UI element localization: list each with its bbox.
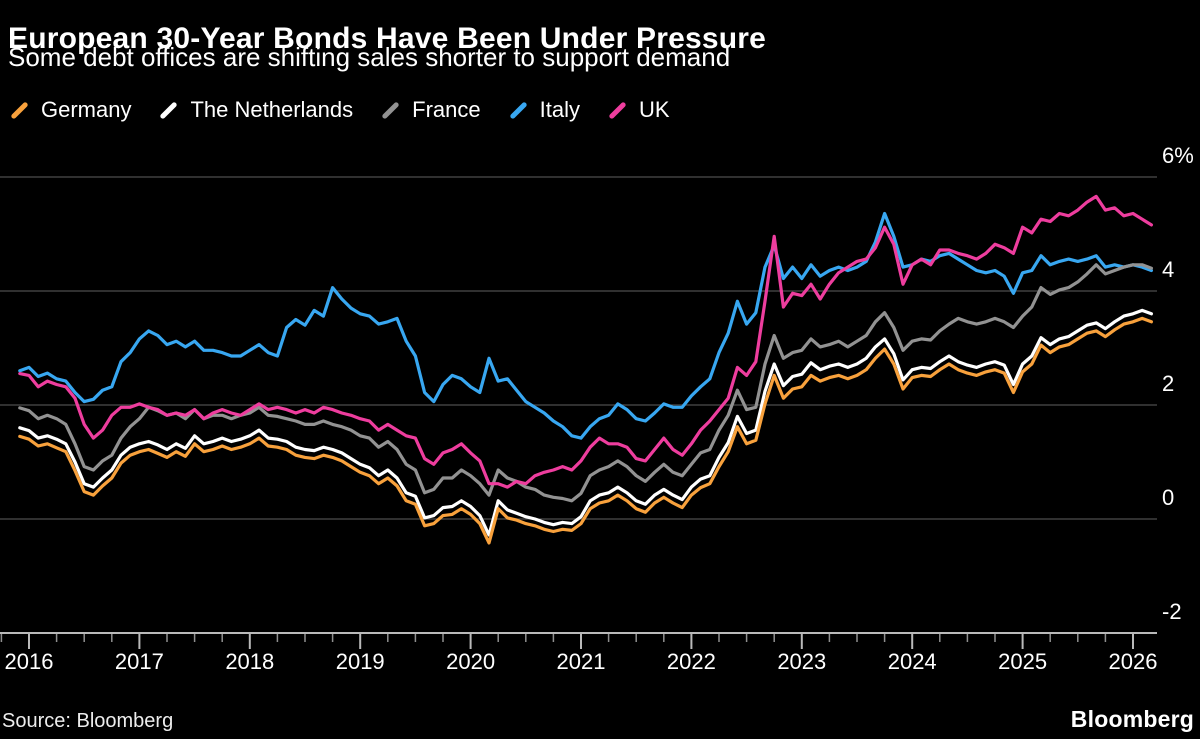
x-tick-label-2017: 2017 [115, 649, 164, 674]
chart-title: European 30-Year Bonds Have Been Under P… [8, 22, 767, 56]
x-tick-label-2018: 2018 [225, 649, 274, 674]
x-tick-label-2022: 2022 [667, 649, 716, 674]
x-tick-label-2023: 2023 [777, 649, 826, 674]
x-tick-label-2016: 2016 [5, 649, 54, 674]
legend-label-germany: Germany [41, 97, 132, 122]
legend-label-uk: UK [638, 97, 670, 122]
y-tick-label-4: 4 [1162, 257, 1174, 282]
source-label: Source: Bloomberg [2, 710, 174, 732]
x-tick-label-2024: 2024 [888, 649, 937, 674]
y-tick-label--2: -2 [1162, 599, 1182, 624]
y-tick-label-6: 6% [1162, 143, 1194, 168]
x-tick-label-2019: 2019 [336, 649, 385, 674]
x-tick-label-2021: 2021 [557, 649, 606, 674]
y-tick-label-2: 2 [1162, 371, 1174, 396]
chart-legend: Germany The Netherlands France Italy UK [9, 97, 670, 123]
legend-label-france: France [412, 97, 481, 122]
x-tick-label-2026: 2026 [1109, 649, 1158, 674]
legend-item-uk: UK [607, 97, 670, 123]
series-line-germany [18, 316, 1154, 545]
y-tick-label-0: 0 [1162, 485, 1174, 510]
legend-label-italy: Italy [539, 97, 580, 122]
series-line-italy [18, 211, 1154, 440]
bloomberg-logo: Bloomberg [1070, 706, 1194, 732]
legend-item-germany: Germany [9, 97, 131, 123]
x-tick-label-2025: 2025 [998, 649, 1047, 674]
legend-item-italy: Italy [508, 97, 580, 123]
legend-item-the-netherlands: The Netherlands [158, 97, 353, 123]
legend-label-the-netherlands: The Netherlands [190, 97, 354, 122]
x-tick-label-2020: 2020 [446, 649, 495, 674]
chart-subtitle: Some debt offices are shifting sales sho… [8, 42, 731, 72]
series-line-france [18, 263, 1154, 503]
series-line-uk [18, 194, 1154, 489]
series-line-the-netherlands [18, 308, 1154, 537]
legend-item-france: France [380, 97, 481, 123]
